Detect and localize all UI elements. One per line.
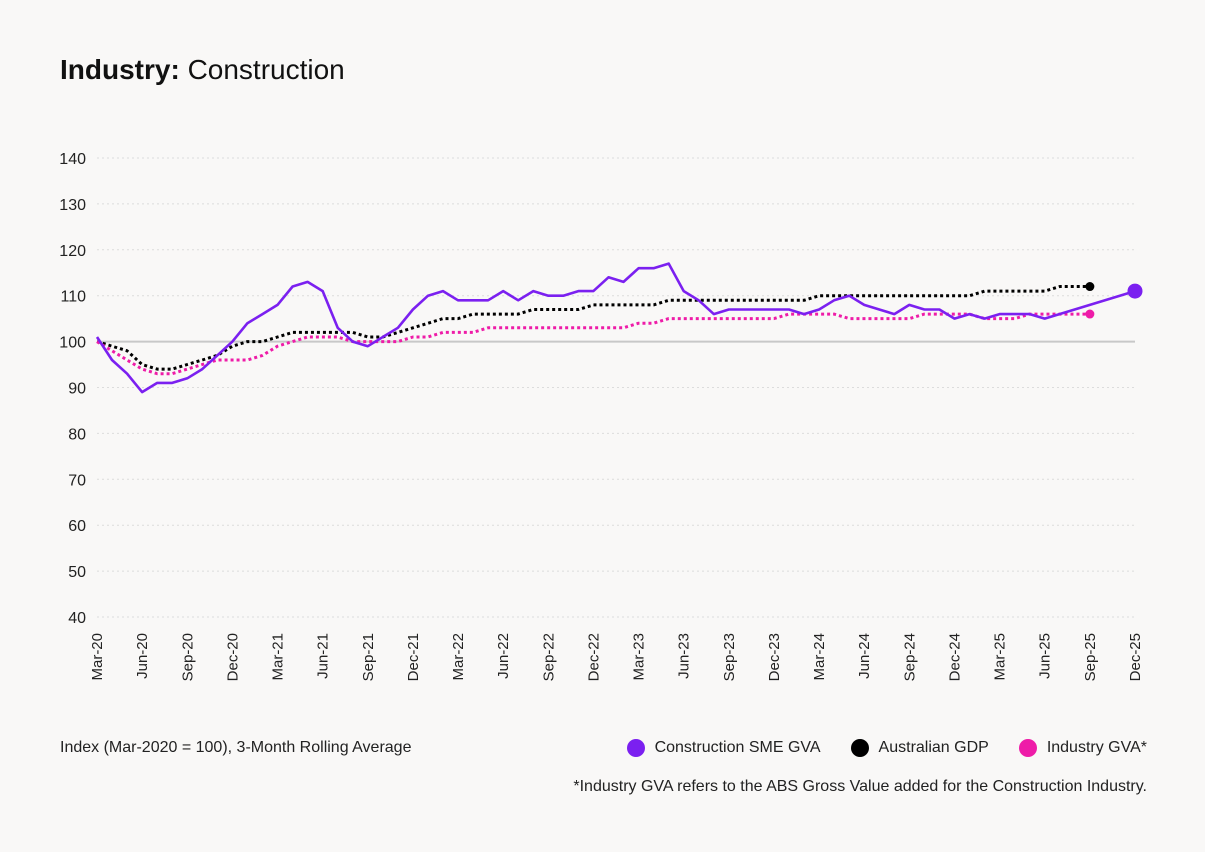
legend-item-industry-gva: Industry GVA* — [1018, 739, 1147, 757]
series-line-construction-sme-gva — [95, 262, 1136, 394]
x-tick-label: Mar-21 — [270, 633, 287, 681]
x-tick-label: Jun-24 — [856, 633, 873, 679]
x-tick-label: Dec-20 — [224, 633, 241, 681]
x-tick-label: Jun-20 — [134, 633, 151, 679]
x-tick-label: Jun-23 — [676, 633, 693, 679]
chart-title-bold: Industry: — [60, 54, 180, 85]
x-tick-label: Dec-24 — [946, 633, 963, 681]
y-tick-label: 40 — [68, 610, 86, 627]
y-tick-label: 110 — [60, 289, 86, 306]
series-end-marker-australian-gdp — [1085, 282, 1095, 292]
x-tick-label: Dec-25 — [1127, 633, 1144, 681]
x-tick-label: Sep-25 — [1082, 633, 1099, 681]
x-tick-label: Sep-22 — [540, 633, 557, 681]
x-tick-label: Sep-21 — [360, 633, 377, 681]
x-tick-label: Dec-21 — [405, 633, 422, 681]
legend-item-sme-gva: Construction SME GVA — [626, 739, 821, 757]
x-tick-label: Sep-23 — [721, 633, 738, 681]
y-tick-label: 120 — [59, 243, 86, 260]
series-end-marker-industry-gva — [1085, 309, 1095, 319]
legend-dot-gdp — [850, 739, 869, 757]
x-tick-label: Dec-22 — [585, 633, 602, 681]
legend-label-industry-gva: Industry GVA* — [1046, 739, 1147, 756]
legend-label-sme-gva: Construction SME GVA — [654, 739, 821, 756]
y-tick-label: 140 — [59, 151, 86, 168]
x-tick-label: Mar-22 — [450, 633, 467, 681]
y-tick-label: 100 — [59, 335, 86, 352]
series-line-australian-gdp — [96, 285, 1090, 371]
x-tick-label: Jun-22 — [495, 633, 512, 679]
x-tick-label: Jun-25 — [1037, 633, 1054, 679]
legend: Construction SME GVA Australian GDP Indu… — [626, 739, 1147, 757]
footnote: *Industry GVA refers to the ABS Gross Va… — [573, 778, 1147, 795]
chart-title: Industry: Construction — [60, 54, 345, 86]
legend-item-gdp: Australian GDP — [850, 739, 989, 757]
series-line-industry-gva — [96, 312, 1090, 376]
x-tick-label: Mar-20 — [89, 633, 106, 681]
x-tick-label: Jun-21 — [315, 633, 332, 679]
y-tick-label: 70 — [68, 472, 86, 489]
y-tick-label: 80 — [68, 426, 86, 443]
legend-dot-sme-gva — [626, 739, 645, 757]
y-tick-label: 50 — [68, 564, 86, 581]
y-tick-label: 90 — [68, 381, 86, 398]
x-tick-label: Mar-24 — [811, 633, 828, 681]
x-tick-label: Mar-25 — [992, 633, 1009, 681]
x-tick-label: Dec-23 — [766, 633, 783, 681]
y-tick-label: 60 — [68, 518, 86, 535]
x-tick-label: Sep-24 — [901, 633, 918, 681]
x-tick-label: Mar-23 — [631, 633, 648, 681]
index-note: Index (Mar-2020 = 100), 3-Month Rolling … — [60, 739, 412, 756]
legend-label-gdp: Australian GDP — [878, 739, 989, 756]
series-end-marker-construction-sme-gva — [1127, 283, 1143, 299]
chart-title-rest: Construction — [187, 54, 345, 85]
legend-dot-industry-gva — [1018, 739, 1037, 757]
x-tick-label: Sep-20 — [179, 633, 196, 681]
y-tick-label: 130 — [59, 197, 86, 214]
